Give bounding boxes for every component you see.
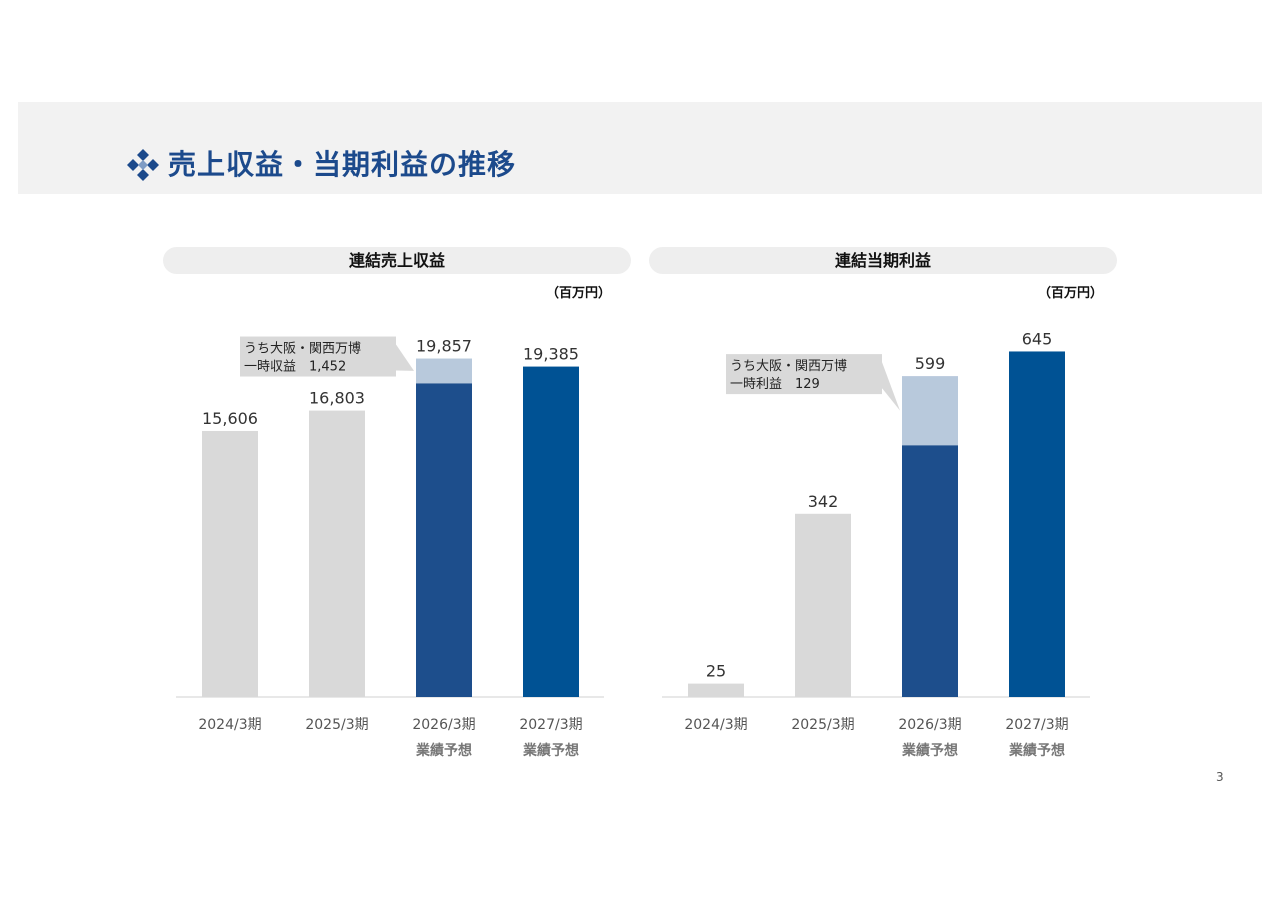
profit-annotation-line1: うち大阪・関西万博 [730, 359, 847, 374]
profit-annotation-pointer [882, 362, 900, 411]
profit-bar-3 [1009, 351, 1065, 697]
revenue-bar-special-2 [416, 358, 472, 384]
profit-bar-base-2 [902, 445, 958, 697]
revenue-annotation-line2: 一時収益 1,452 [244, 360, 346, 375]
profit-category-label-3: 2027/3期 [1005, 717, 1068, 733]
revenue-bar-base-2 [416, 383, 472, 697]
profit-category-label-1: 2025/3期 [791, 717, 854, 733]
revenue-category-label-1: 2025/3期 [305, 717, 368, 733]
panel-title-profit: 連結当期利益 [649, 247, 1117, 274]
profit-category-label-0: 2024/3期 [684, 717, 747, 733]
profit-value-label-0: 25 [706, 662, 726, 681]
profit-annotation-box [726, 354, 882, 395]
revenue-category-label-0: 2024/3期 [198, 717, 261, 733]
profit-bar-special-2 [902, 376, 958, 446]
profit-bar-1 [795, 513, 851, 697]
revenue-value-label-2: 19,857 [416, 337, 472, 356]
revenue-annotation-box [240, 336, 396, 377]
profit-chart: 252024/3期3422025/3期5992026/3期業績予想6452027… [662, 329, 1090, 759]
revenue-category-sublabel-3: 業績予想 [522, 742, 579, 759]
revenue-annotation-line1: うち大阪・関西万博 [244, 342, 361, 357]
revenue-category-label-2: 2026/3期 [412, 717, 475, 733]
header-band: 売上収益・当期利益の推移 [18, 102, 1262, 194]
revenue-chart: 15,6062024/3期16,8032025/3期19,8572026/3期業… [176, 336, 604, 759]
profit-category-label-2: 2026/3期 [898, 717, 961, 733]
page-title: 売上収益・当期利益の推移 [168, 148, 517, 181]
revenue-category-label-3: 2027/3期 [519, 717, 582, 733]
diamond-cluster-icon [127, 149, 159, 181]
revenue-bar-0 [202, 430, 258, 697]
unit-label-revenue: （百万円） [546, 286, 612, 301]
profit-value-label-3: 645 [1022, 329, 1053, 348]
profit-category-sublabel-3: 業績予想 [1008, 742, 1065, 759]
profit-value-label-2: 599 [915, 354, 946, 373]
revenue-value-label-3: 19,385 [523, 345, 579, 364]
profit-value-label-1: 342 [808, 492, 839, 511]
unit-label-profit: （百万円） [1038, 286, 1104, 301]
revenue-bar-1 [309, 410, 365, 697]
slide: 売上収益・当期利益の推移 連結売上収益 （百万円） 連結当期利益 （百万円） 1… [18, 102, 1262, 804]
revenue-bar-3 [523, 366, 579, 697]
profit-bar-0 [688, 683, 744, 697]
revenue-category-sublabel-2: 業績予想 [415, 742, 472, 759]
panel-title-revenue: 連結売上収益 [163, 247, 631, 274]
profit-annotation-line2: 一時利益 129 [730, 377, 820, 392]
revenue-value-label-0: 15,606 [202, 409, 258, 428]
profit-category-sublabel-2: 業績予想 [901, 742, 958, 759]
revenue-value-label-1: 16,803 [309, 389, 365, 408]
page-number: 3 [1216, 770, 1224, 784]
revenue-annotation-pointer [396, 344, 414, 371]
